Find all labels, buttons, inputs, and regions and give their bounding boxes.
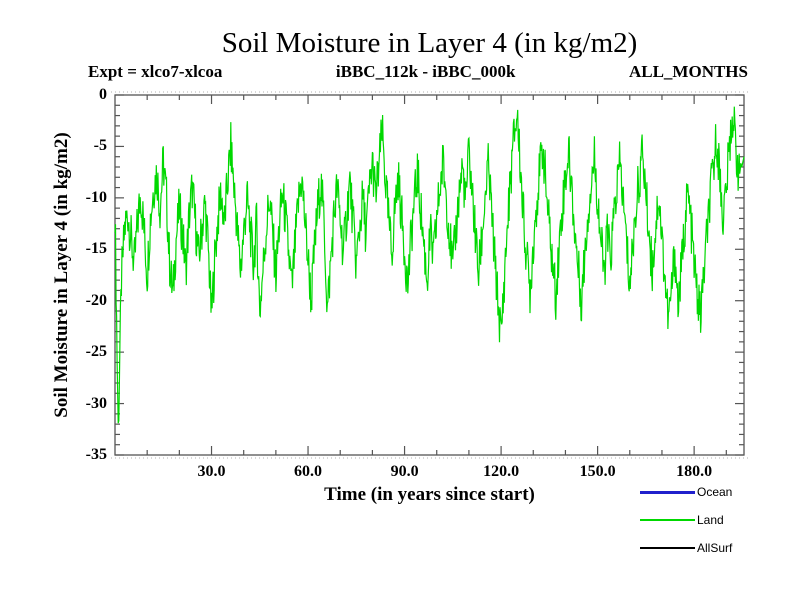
legend-entry-allsurf: AllSurf: [640, 539, 790, 557]
y-tick-label: -5: [93, 137, 107, 155]
allsurf-line-swatch: [640, 547, 695, 549]
legend: Ocean Land AllSurf: [640, 483, 790, 567]
y-tick-label: -15: [85, 240, 107, 258]
x-tick-label: 60.0: [294, 463, 323, 480]
x-tick-label: 180.0: [676, 463, 713, 480]
x-tick-label: 150.0: [579, 463, 616, 480]
legend-label-ocean: Ocean: [697, 485, 733, 499]
x-tick-label: 120.0: [483, 463, 520, 480]
y-tick-label: 0: [99, 86, 107, 103]
legend-entry-ocean: Ocean: [640, 483, 790, 501]
y-tick-label: -35: [85, 446, 107, 463]
land-line-swatch: [640, 519, 695, 521]
axes-frame: [114, 94, 745, 456]
months-label: ALL_MONTHS: [628, 62, 748, 81]
y-tick-label: -10: [85, 188, 107, 206]
x-tick-label: 30.0: [197, 463, 226, 480]
y-tick-label: -20: [85, 291, 107, 309]
y-tick-label: -25: [85, 343, 107, 361]
legend-entry-land: Land: [640, 511, 790, 529]
experiment-label: Expt = xlco7-xlcoa: [88, 62, 223, 81]
y-tick-label: -30: [85, 394, 107, 412]
chart-title: Soil Moisture in Layer 4 (in kg/m2): [221, 27, 638, 59]
land-series-line: [114, 106, 745, 424]
run-diff-label: iBBC_112k - iBBC_000k: [335, 62, 516, 81]
legend-label-land: Land: [697, 513, 724, 527]
ocean-line-swatch: [640, 490, 695, 494]
x-axis-title: Time (in years since start): [324, 484, 535, 505]
header-row: Expt = xlco7-xlcoa iBBC_112k - iBBC_000k…: [88, 62, 748, 82]
x-tick-label: 90.0: [390, 463, 419, 480]
legend-label-allsurf: AllSurf: [697, 541, 733, 555]
